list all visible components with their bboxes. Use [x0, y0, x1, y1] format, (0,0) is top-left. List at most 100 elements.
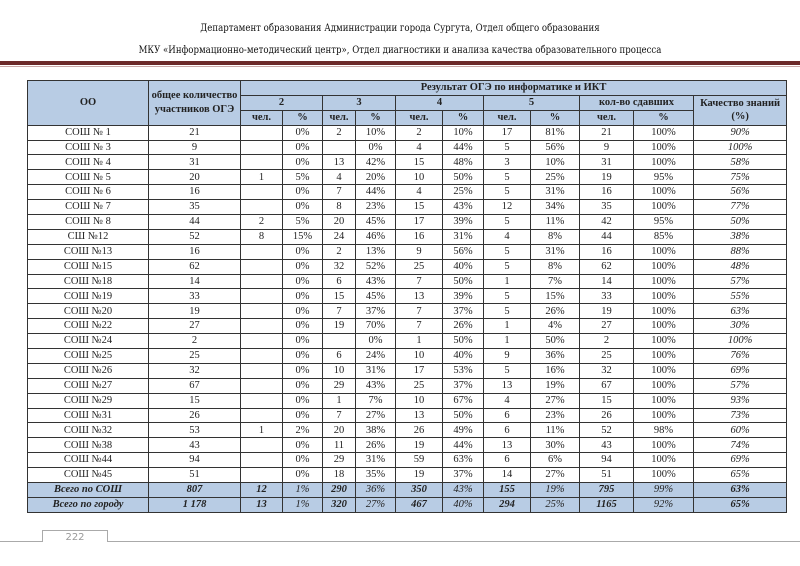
value-cell: 19: [148, 303, 241, 320]
value-cell: 25: [395, 377, 443, 394]
value-cell: 18: [322, 467, 356, 484]
school-name-cell: СОШ № 3: [27, 139, 149, 156]
value-cell: [240, 437, 283, 454]
table-row: СОШ № 1 21 0% 2 10% 2 10% 17 81% 21 100% 90%: [27, 124, 788, 141]
value-cell: 10: [395, 169, 443, 186]
table-row: СОШ №13 16 0% 2 13% 9 56% 5 31% 16 100% 88%: [27, 243, 788, 260]
value-cell: 0%: [282, 392, 323, 409]
col-header-grade-4: 4: [395, 94, 484, 111]
subheader-count: чел.: [579, 109, 634, 126]
value-cell: 35: [148, 199, 241, 216]
quality-cell: 65%: [692, 496, 788, 513]
school-name-cell: СОШ №44: [27, 452, 149, 469]
value-cell: 50%: [442, 407, 484, 424]
table-row: СОШ №18 14 0% 6 43% 7 50% 1 7% 14 100% 57%: [27, 273, 788, 290]
value-cell: 5: [483, 258, 531, 275]
page-number: 222: [42, 530, 108, 543]
header-line-2: МКУ «Информационно-методический центр», …: [138, 44, 662, 56]
value-cell: 5: [483, 303, 531, 320]
table-row: СОШ № 3 9 0% 0% 4 44% 5 56% 9 100% 100%: [27, 139, 788, 156]
value-cell: 294: [483, 496, 531, 513]
quality-cell: 100%: [692, 139, 788, 156]
value-cell: 10%: [530, 154, 580, 171]
value-cell: 1: [240, 422, 283, 439]
value-cell: 94: [579, 452, 634, 469]
value-cell: 31%: [530, 243, 580, 260]
col-header-quality: Качество знаний (%): [692, 94, 788, 126]
value-cell: 20%: [355, 169, 396, 186]
school-name-cell: Всего по СОШ: [27, 482, 149, 498]
header-rule-thin: [0, 66, 800, 67]
school-name-cell: СОШ № 8: [27, 214, 149, 230]
table-row: СОШ №45 51 0% 18 35% 19 37% 14 27% 51 100% 65%: [27, 467, 788, 484]
quality-cell: 55%: [692, 288, 788, 305]
value-cell: 24: [322, 228, 356, 245]
value-cell: 10: [395, 392, 443, 409]
value-cell: 9: [395, 243, 443, 260]
value-cell: [240, 333, 283, 350]
value-cell: 56%: [530, 139, 580, 156]
value-cell: 6: [322, 348, 356, 364]
value-cell: 67: [579, 377, 634, 394]
value-cell: [240, 258, 283, 275]
value-cell: 100%: [633, 467, 694, 484]
value-cell: 32: [148, 362, 241, 379]
value-cell: 15%: [282, 228, 323, 245]
value-cell: 43%: [355, 273, 396, 290]
value-cell: 1%: [282, 496, 323, 513]
quality-cell: 90%: [692, 124, 788, 141]
quality-cell: 60%: [692, 422, 788, 439]
value-cell: 62: [148, 258, 241, 275]
value-cell: 100%: [633, 348, 694, 364]
value-cell: 67%: [442, 392, 484, 409]
subheader-pct: %: [282, 109, 323, 126]
header-rule: [0, 61, 800, 65]
school-name-cell: СОШ №19: [27, 288, 149, 305]
value-cell: 100%: [633, 288, 694, 305]
school-name-cell: СОШ № 1: [27, 124, 149, 141]
value-cell: 100%: [633, 154, 694, 171]
quality-cell: 73%: [692, 407, 788, 424]
total-row: Всего по СОШ 807 12 1% 290 36% 350 43% 155 19% 795…: [27, 482, 788, 498]
value-cell: 0%: [282, 318, 323, 335]
value-cell: 16: [395, 228, 443, 245]
value-cell: 44: [148, 214, 241, 230]
value-cell: 10: [322, 362, 356, 379]
col-header-passed: кол-во сдавших: [579, 94, 694, 111]
value-cell: 0%: [282, 437, 323, 454]
value-cell: 13: [322, 154, 356, 171]
value-cell: 13: [395, 407, 443, 424]
school-name-cell: СОШ №31: [27, 407, 149, 424]
value-cell: 15: [579, 392, 634, 409]
value-cell: 2: [148, 333, 241, 350]
value-cell: 29: [322, 377, 356, 394]
value-cell: 40%: [442, 348, 484, 364]
table-row: СШ №12 52 8 15% 24 46% 16 31% 4 8% 44 85% 38%: [27, 228, 788, 245]
value-cell: 26: [579, 407, 634, 424]
value-cell: 1165: [579, 496, 634, 513]
value-cell: 13: [483, 377, 531, 394]
table-row: СОШ №20 19 0% 7 37% 7 37% 5 26% 19 100% 63%: [27, 303, 788, 320]
value-cell: 26%: [355, 437, 396, 454]
value-cell: 21: [148, 124, 241, 141]
value-cell: 0%: [355, 139, 396, 156]
value-cell: 807: [148, 482, 241, 498]
value-cell: 12: [483, 199, 531, 216]
value-cell: 100%: [633, 199, 694, 216]
quality-cell: 56%: [692, 184, 788, 201]
value-cell: 3: [483, 154, 531, 171]
value-cell: 26: [148, 407, 241, 424]
value-cell: 6: [322, 273, 356, 290]
value-cell: 25: [395, 258, 443, 275]
value-cell: 6%: [530, 452, 580, 469]
value-cell: 62: [579, 258, 634, 275]
value-cell: 7: [322, 407, 356, 424]
value-cell: 15: [148, 392, 241, 409]
school-name-cell: СОШ №20: [27, 303, 149, 320]
value-cell: 100%: [633, 124, 694, 141]
table-row: СОШ № 4 31 0% 13 42% 15 48% 3 10% 31 100% 58%: [27, 154, 788, 171]
value-cell: 14: [579, 273, 634, 290]
value-cell: 27%: [355, 407, 396, 424]
value-cell: [240, 303, 283, 320]
value-cell: [240, 243, 283, 260]
